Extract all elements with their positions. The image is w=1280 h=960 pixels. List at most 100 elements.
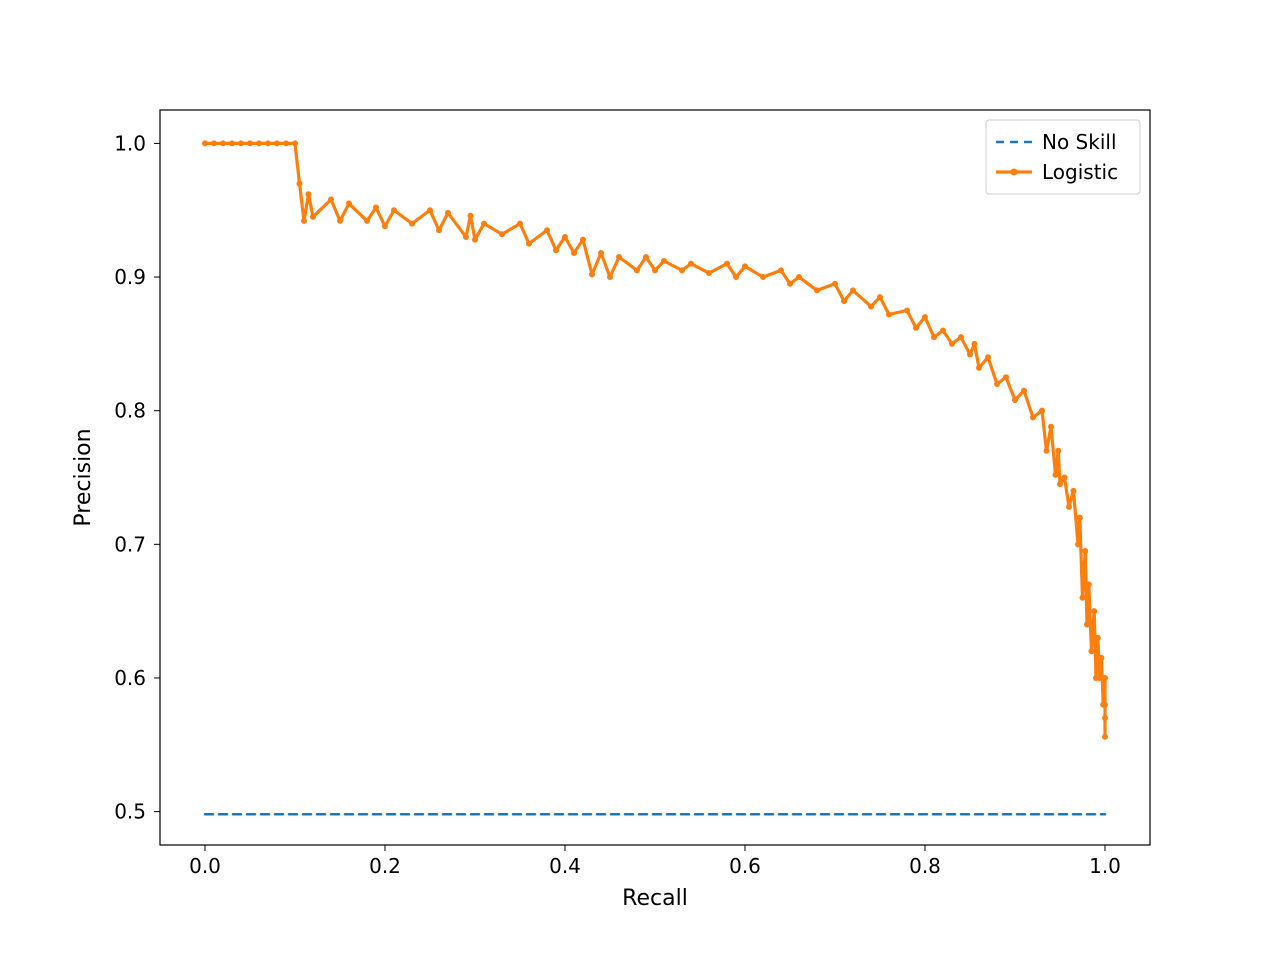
series-marker xyxy=(391,207,397,213)
series-marker xyxy=(972,341,978,347)
series-marker xyxy=(373,205,379,211)
x-tick-label: 0.4 xyxy=(549,854,581,878)
y-tick-label: 0.9 xyxy=(114,265,146,289)
series-marker xyxy=(877,294,883,300)
series-marker xyxy=(913,325,919,331)
series-marker xyxy=(904,307,910,313)
series-marker xyxy=(202,140,208,146)
y-axis-label: Precision xyxy=(71,428,96,526)
legend-sample-marker xyxy=(1011,169,1018,176)
series-marker xyxy=(1102,675,1108,681)
series-marker xyxy=(468,213,474,219)
series-marker xyxy=(247,140,253,146)
series-marker xyxy=(778,267,784,273)
x-tick-label: 0.0 xyxy=(189,854,221,878)
series-marker xyxy=(598,250,604,256)
series-marker xyxy=(220,140,226,146)
series-marker xyxy=(931,334,937,340)
series-marker xyxy=(310,214,316,220)
series-marker xyxy=(616,254,622,260)
series-marker xyxy=(238,140,244,146)
series-marker xyxy=(427,207,433,213)
series-marker xyxy=(306,191,312,197)
series-marker xyxy=(517,221,523,227)
series-marker xyxy=(850,287,856,293)
series-marker xyxy=(1084,622,1090,628)
series-marker xyxy=(337,218,343,224)
series-marker xyxy=(1039,408,1045,414)
x-axis-label: Recall xyxy=(622,886,688,911)
series-marker xyxy=(1098,655,1104,661)
series-marker xyxy=(1003,374,1009,380)
series-marker xyxy=(553,247,559,253)
series-marker xyxy=(1071,488,1077,494)
series-marker xyxy=(1044,448,1050,454)
series-marker xyxy=(274,140,280,146)
series-marker xyxy=(481,221,487,227)
legend-item-label: No Skill xyxy=(1042,130,1117,154)
series-marker xyxy=(1021,388,1027,394)
series-marker xyxy=(994,381,1000,387)
series-marker xyxy=(985,354,991,360)
series-marker xyxy=(526,241,532,247)
series-marker xyxy=(742,263,748,269)
series-marker xyxy=(679,267,685,273)
series-marker xyxy=(841,298,847,304)
series-marker xyxy=(1057,481,1063,487)
series-marker xyxy=(958,334,964,340)
series-marker xyxy=(1055,448,1061,454)
series-marker xyxy=(283,140,289,146)
series-marker xyxy=(661,258,667,264)
series-marker xyxy=(1080,595,1086,601)
series-marker xyxy=(832,281,838,287)
series-marker xyxy=(949,341,955,347)
series-marker xyxy=(409,221,415,227)
pr-chart-svg: 0.00.20.40.60.81.00.50.60.70.80.91.0Reca… xyxy=(0,0,1280,960)
y-tick-label: 1.0 xyxy=(114,131,146,155)
plot-area-bg xyxy=(160,110,1150,845)
series-marker xyxy=(1082,548,1088,554)
series-marker xyxy=(1095,635,1101,641)
series-marker xyxy=(1102,702,1108,708)
series-marker xyxy=(607,274,613,280)
legend-item-label: Logistic xyxy=(1042,160,1118,184)
series-marker xyxy=(706,270,712,276)
series-marker xyxy=(1075,541,1081,547)
series-marker xyxy=(436,227,442,233)
series-marker xyxy=(814,287,820,293)
series-marker xyxy=(733,274,739,280)
series-marker xyxy=(229,140,235,146)
series-marker xyxy=(256,140,262,146)
y-tick-label: 0.8 xyxy=(114,399,146,423)
series-marker xyxy=(499,231,505,237)
series-marker xyxy=(265,140,271,146)
x-tick-label: 1.0 xyxy=(1089,854,1121,878)
series-marker xyxy=(634,267,640,273)
series-marker xyxy=(292,140,298,146)
series-marker xyxy=(643,254,649,260)
series-marker xyxy=(463,234,469,240)
y-tick-label: 0.6 xyxy=(114,666,146,690)
series-marker xyxy=(940,328,946,334)
series-marker xyxy=(1012,397,1018,403)
x-tick-label: 0.6 xyxy=(729,854,761,878)
series-marker xyxy=(1091,608,1097,614)
series-marker xyxy=(297,181,303,187)
series-marker xyxy=(886,311,892,317)
series-marker xyxy=(1062,475,1068,481)
series-marker xyxy=(787,281,793,287)
series-marker xyxy=(571,250,577,256)
series-marker xyxy=(1053,472,1059,478)
series-marker xyxy=(211,140,217,146)
y-tick-label: 0.7 xyxy=(114,532,146,556)
series-marker xyxy=(364,218,370,224)
pr-chart-container: 0.00.20.40.60.81.00.50.60.70.80.91.0Reca… xyxy=(0,0,1280,960)
x-tick-label: 0.8 xyxy=(909,854,941,878)
legend: No Skill Logistic xyxy=(986,120,1140,194)
series-marker xyxy=(1097,675,1103,681)
series-marker xyxy=(652,267,658,273)
series-marker xyxy=(1077,515,1083,521)
series-marker xyxy=(724,261,730,267)
series-marker xyxy=(544,227,550,233)
series-marker xyxy=(382,223,388,229)
